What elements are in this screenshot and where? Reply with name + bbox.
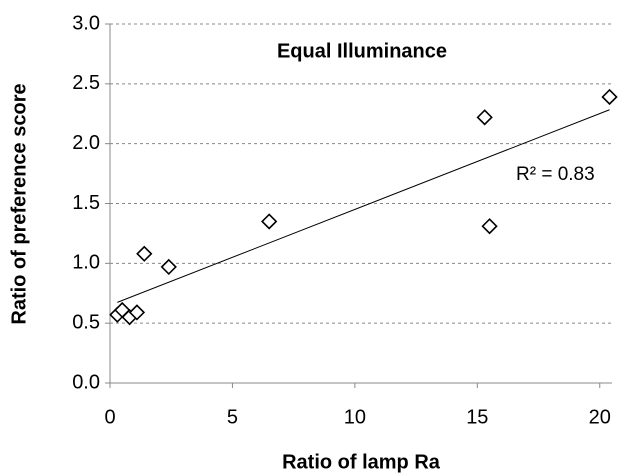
point — [160, 258, 177, 276]
x-tick-label: 20 — [589, 406, 611, 428]
y-tick-label: 2.0 — [72, 132, 100, 154]
point — [136, 245, 153, 262]
y-axis-title: Ratio of preference score — [8, 83, 30, 324]
x-axis-title: Ratio of lamp Ra — [282, 451, 441, 473]
y-tick-label: 3.0 — [72, 12, 100, 34]
x-tick-label: 5 — [227, 406, 238, 428]
x-tick-label: 0 — [104, 406, 115, 428]
y-tick-label: 1.0 — [72, 252, 100, 274]
point — [601, 88, 618, 106]
point — [476, 109, 493, 126]
point — [261, 213, 278, 230]
point — [481, 218, 498, 235]
y-tick-label: 2.5 — [72, 72, 100, 94]
y-tick-label: 1.5 — [72, 192, 100, 214]
point — [128, 304, 146, 321]
y-tick-label: 0.5 — [72, 311, 100, 333]
x-tick-label: 10 — [344, 406, 366, 428]
x-tick-label: 15 — [466, 406, 488, 428]
r-squared: R² = 0.83 — [516, 164, 595, 185]
trendline — [117, 109, 610, 303]
y-tick-label: 0.0 — [72, 371, 100, 393]
chart-title: Equal Illuminance — [277, 40, 447, 62]
